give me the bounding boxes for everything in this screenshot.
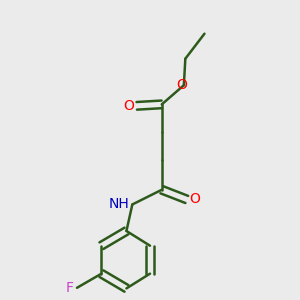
Text: O: O bbox=[190, 193, 201, 206]
Text: O: O bbox=[176, 78, 187, 92]
Text: O: O bbox=[123, 99, 134, 113]
Text: NH: NH bbox=[109, 197, 129, 212]
Text: F: F bbox=[66, 281, 74, 295]
